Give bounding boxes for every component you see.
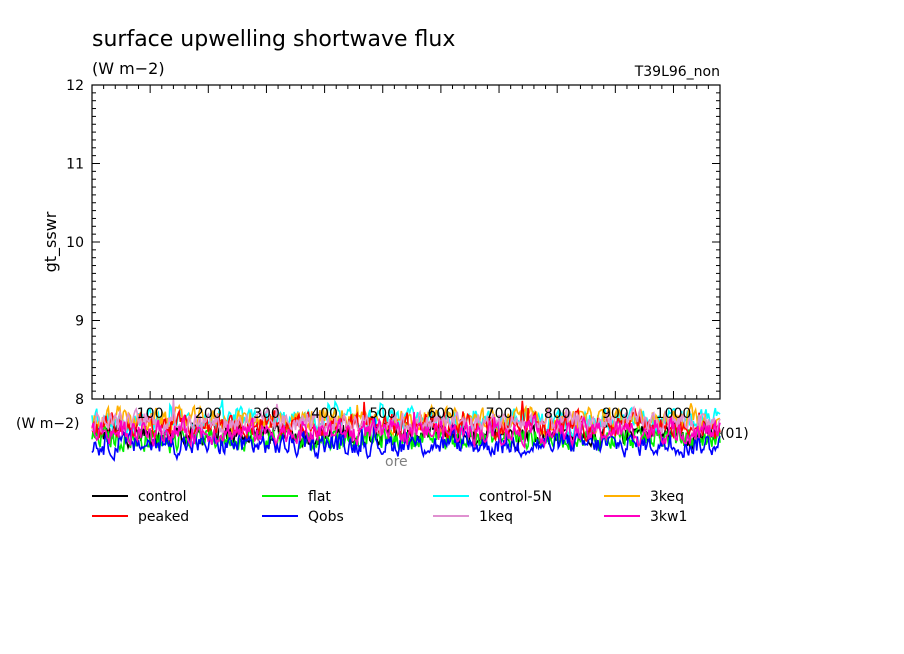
legend-label: 3keq [650, 489, 684, 505]
legend-label: control [138, 489, 187, 505]
x-axis: 100 200 300 400 500 600 700 800 900 1000 [91, 85, 721, 422]
series-layer [91, 398, 721, 462]
y-tick-label: 8 [75, 392, 84, 408]
x-tick-label: 1000 [656, 406, 692, 422]
x-tick-label: 300 [253, 406, 280, 422]
legend-label: 1keq [479, 509, 513, 525]
y-axis: 8 9 10 11 12 [66, 78, 720, 408]
legend-label: Qobs [308, 509, 344, 525]
plot-frame [91, 84, 721, 400]
legend-label: flat [308, 489, 331, 505]
series-line-Qobs [91, 417, 721, 462]
x-tick-label: 600 [428, 406, 455, 422]
x-tick-label: 100 [137, 406, 164, 422]
x-tick-label: 200 [195, 406, 222, 422]
y-tick-label: 9 [75, 314, 84, 330]
y-unit-label: (W m−2) [16, 416, 80, 432]
legend-label: peaked [138, 509, 189, 525]
legend-label: 3kw1 [650, 509, 687, 525]
y-axis-label: gt_sswr [41, 211, 61, 272]
x-tick-label: 700 [486, 406, 513, 422]
chart-title: surface upwelling shortwave flux [92, 27, 455, 52]
x-tick-label: 800 [544, 406, 571, 422]
y-tick-label: 10 [66, 235, 84, 251]
series-line-3kw1 [91, 411, 721, 450]
x-tick-label: 500 [369, 406, 396, 422]
legend-label: control-5N [479, 489, 552, 505]
x-axis-label-partial: ore [385, 454, 408, 470]
experiment-label: T39L96_non [634, 64, 720, 80]
units-label: (W m−2) [92, 59, 165, 78]
x-tick-label: 400 [311, 406, 338, 422]
x-tick-label: 900 [602, 406, 629, 422]
legend: control flat control-5N 3keq peaked Qobs 1keq 3… [92, 489, 687, 525]
y-tick-label: 12 [66, 78, 84, 94]
x-axis-end-label: (01) [720, 426, 749, 442]
y-tick-label: 11 [66, 157, 84, 173]
